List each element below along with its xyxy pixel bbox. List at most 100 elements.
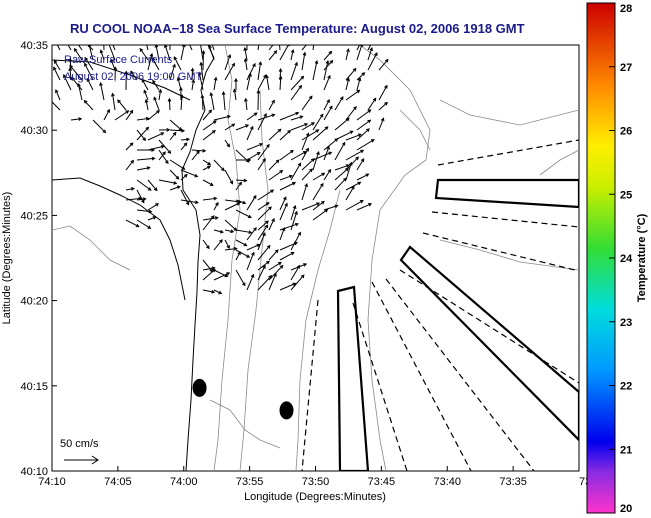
current-vector bbox=[246, 72, 252, 91]
current-vector bbox=[71, 76, 83, 91]
current-vector bbox=[213, 272, 231, 281]
current-vector bbox=[235, 229, 253, 235]
current-vector bbox=[246, 152, 261, 161]
colorbar-ticks: 20 21 22 23 24 25 26 27 28 bbox=[609, 2, 633, 515]
current-vector bbox=[169, 159, 186, 170]
current-vector bbox=[152, 79, 160, 91]
bathymetry-contours bbox=[52, 45, 579, 471]
current-vector bbox=[257, 61, 263, 81]
current-vector bbox=[125, 187, 135, 191]
current-vector bbox=[125, 159, 135, 171]
current-vector bbox=[167, 97, 172, 111]
current-vector bbox=[268, 264, 284, 281]
current-vector bbox=[221, 91, 226, 111]
current-vector bbox=[213, 269, 229, 278]
current-vector bbox=[345, 89, 361, 101]
current-vector bbox=[312, 45, 315, 51]
current-vector bbox=[191, 150, 200, 161]
current-vector bbox=[52, 101, 61, 111]
current-vector bbox=[345, 181, 362, 191]
current-vector bbox=[345, 133, 362, 141]
current-vector bbox=[378, 84, 388, 101]
current-vector bbox=[191, 78, 196, 91]
current-vector bbox=[345, 77, 350, 91]
current-vector bbox=[99, 49, 105, 61]
current-vector bbox=[87, 45, 94, 61]
current-vector bbox=[158, 88, 163, 101]
current-vector bbox=[312, 182, 324, 201]
current-vector bbox=[136, 116, 150, 121]
current-vector bbox=[136, 197, 147, 202]
current-vector bbox=[323, 105, 333, 121]
current-vector bbox=[136, 219, 152, 229]
current-vector bbox=[68, 67, 73, 81]
current-vector bbox=[202, 289, 216, 294]
current-vector bbox=[202, 266, 216, 271]
current-vector bbox=[312, 126, 329, 141]
current-vector bbox=[234, 77, 238, 91]
current-vector bbox=[279, 129, 292, 141]
current-vector bbox=[301, 129, 320, 141]
current-vector bbox=[235, 249, 251, 258]
current-vector bbox=[235, 199, 247, 205]
current-vector bbox=[257, 189, 275, 201]
current-vector bbox=[356, 128, 370, 141]
current-vector bbox=[180, 199, 199, 205]
current-vector bbox=[179, 86, 183, 101]
y-axis-label: Latitude (Degrees:Minutes) bbox=[1, 192, 13, 325]
current-vector bbox=[257, 224, 269, 241]
current-vector bbox=[213, 201, 219, 211]
current-vector bbox=[268, 128, 282, 141]
x-tick-label: 74:10 bbox=[38, 476, 66, 488]
current-vector bbox=[356, 77, 362, 91]
y-tick-label: 40:15 bbox=[20, 381, 48, 393]
current-vector bbox=[257, 45, 260, 51]
x-axis-ticks: 74:10 74:05 74:00 73:55 73:50 73:45 73:40 73:35… bbox=[38, 466, 600, 488]
current-vector bbox=[191, 148, 207, 153]
current-vector bbox=[345, 161, 353, 181]
current-vector bbox=[246, 112, 258, 121]
current-vector bbox=[290, 231, 301, 251]
current-vector bbox=[169, 45, 171, 51]
current-vector bbox=[154, 45, 160, 61]
current-vector bbox=[278, 75, 283, 91]
current-vector bbox=[279, 202, 288, 221]
current-vector bbox=[144, 98, 149, 111]
current-vector bbox=[312, 151, 320, 171]
current-vector bbox=[164, 45, 171, 61]
current-vector bbox=[213, 289, 223, 295]
scale-arrow bbox=[64, 455, 99, 465]
current-vector bbox=[367, 45, 372, 51]
current-vector bbox=[301, 168, 313, 181]
current-vector bbox=[312, 113, 324, 131]
current-vector bbox=[113, 66, 118, 81]
current-vector bbox=[257, 220, 269, 231]
current-vector bbox=[73, 47, 83, 61]
current-vector bbox=[213, 76, 218, 91]
current-vector bbox=[356, 139, 375, 151]
current-vector bbox=[169, 185, 181, 191]
colorbar-tick-label: 27 bbox=[620, 62, 632, 74]
current-vector bbox=[141, 78, 149, 91]
current-vector bbox=[180, 173, 188, 181]
current-vector bbox=[268, 50, 278, 61]
current-vector bbox=[202, 130, 216, 141]
current-vector bbox=[290, 61, 298, 81]
current-vector bbox=[290, 274, 305, 291]
current-vector bbox=[268, 170, 284, 181]
current-vector bbox=[290, 210, 298, 231]
current-vector bbox=[246, 45, 248, 51]
current-vector bbox=[367, 47, 373, 61]
current-vector bbox=[213, 229, 224, 234]
colorbar-tick-label: 20 bbox=[620, 503, 632, 515]
y-axis-ticks: 40:10 40:15 40:20 40:25 40:30 40:35 bbox=[20, 40, 57, 478]
current-vector bbox=[202, 196, 218, 201]
current-vector bbox=[146, 45, 149, 51]
current-vector bbox=[356, 119, 372, 131]
current-vector bbox=[246, 243, 261, 251]
current-vector bbox=[301, 51, 307, 71]
current-vector bbox=[334, 164, 350, 171]
current-vector bbox=[334, 130, 354, 141]
plot-frame bbox=[51, 44, 580, 472]
current-vector bbox=[86, 77, 94, 91]
